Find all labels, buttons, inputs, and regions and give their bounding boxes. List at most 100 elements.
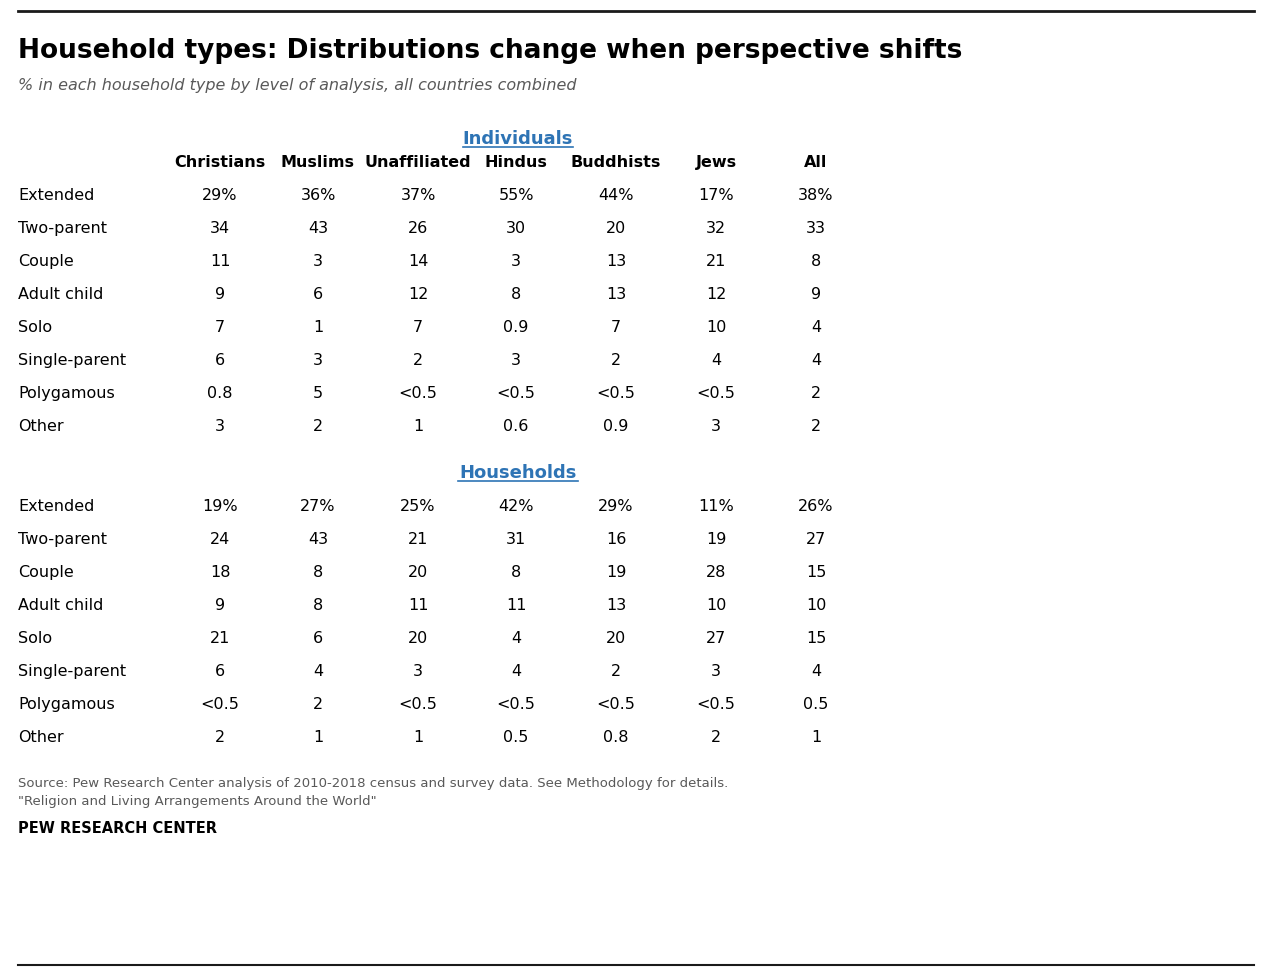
- Text: 29%: 29%: [202, 188, 238, 203]
- Text: Jews: Jews: [696, 154, 736, 170]
- Text: 18: 18: [210, 565, 230, 579]
- Text: 8: 8: [313, 565, 323, 579]
- Text: 0.8: 0.8: [603, 729, 628, 744]
- Text: <0.5: <0.5: [201, 697, 239, 711]
- Text: <0.5: <0.5: [398, 386, 438, 401]
- Text: 3: 3: [511, 353, 522, 367]
- Text: 13: 13: [605, 254, 626, 269]
- Text: Unaffiliated: Unaffiliated: [365, 154, 472, 170]
- Text: 11: 11: [408, 597, 429, 613]
- Text: 1: 1: [810, 729, 822, 744]
- Text: 44%: 44%: [598, 188, 633, 203]
- Text: 26: 26: [408, 221, 429, 235]
- Text: <0.5: <0.5: [697, 697, 735, 711]
- Text: 55%: 55%: [499, 188, 534, 203]
- Text: 3: 3: [313, 254, 323, 269]
- Text: 8: 8: [511, 565, 522, 579]
- Text: Single-parent: Single-parent: [18, 663, 126, 678]
- Text: 32: 32: [706, 221, 726, 235]
- Text: 43: 43: [308, 221, 328, 235]
- Text: <0.5: <0.5: [697, 386, 735, 401]
- Text: 0.5: 0.5: [504, 729, 529, 744]
- Text: Source: Pew Research Center analysis of 2010-2018 census and survey data. See Me: Source: Pew Research Center analysis of …: [18, 776, 729, 789]
- Text: 27: 27: [706, 630, 726, 646]
- Text: Single-parent: Single-parent: [18, 353, 126, 367]
- Text: Household types: Distributions change when perspective shifts: Household types: Distributions change wh…: [18, 38, 963, 64]
- Text: 0.9: 0.9: [504, 319, 529, 335]
- Text: 3: 3: [711, 418, 721, 434]
- Text: 30: 30: [506, 221, 527, 235]
- Text: 6: 6: [313, 286, 323, 302]
- Text: 42%: 42%: [499, 498, 534, 514]
- Text: 4: 4: [711, 353, 721, 367]
- Text: Couple: Couple: [18, 254, 74, 269]
- Text: <0.5: <0.5: [597, 697, 636, 711]
- Text: 3: 3: [711, 663, 721, 678]
- Text: 1: 1: [413, 729, 424, 744]
- Text: <0.5: <0.5: [496, 697, 536, 711]
- Text: Two-parent: Two-parent: [18, 221, 107, 235]
- Text: Buddhists: Buddhists: [571, 154, 661, 170]
- Text: 21: 21: [210, 630, 230, 646]
- Text: 2: 2: [413, 353, 424, 367]
- Text: 5: 5: [313, 386, 323, 401]
- Text: 7: 7: [215, 319, 225, 335]
- Text: 20: 20: [408, 565, 429, 579]
- Text: 10: 10: [706, 319, 726, 335]
- Text: 3: 3: [215, 418, 225, 434]
- Text: 1: 1: [413, 418, 424, 434]
- Text: 10: 10: [706, 597, 726, 613]
- Text: 27: 27: [806, 531, 826, 546]
- Text: 4: 4: [812, 663, 820, 678]
- Text: All: All: [804, 154, 828, 170]
- Text: 34: 34: [210, 221, 230, 235]
- Text: 29%: 29%: [598, 498, 633, 514]
- Text: 17%: 17%: [698, 188, 734, 203]
- Text: 8: 8: [313, 597, 323, 613]
- Text: 2: 2: [313, 697, 323, 711]
- Text: <0.5: <0.5: [496, 386, 536, 401]
- Text: Other: Other: [18, 729, 64, 744]
- Text: Adult child: Adult child: [18, 286, 103, 302]
- Text: 2: 2: [711, 729, 721, 744]
- Text: 3: 3: [413, 663, 424, 678]
- Text: 6: 6: [215, 353, 225, 367]
- Text: 0.8: 0.8: [207, 386, 233, 401]
- Text: Couple: Couple: [18, 565, 74, 579]
- Text: 2: 2: [611, 663, 621, 678]
- Text: Adult child: Adult child: [18, 597, 103, 613]
- Text: 1: 1: [313, 319, 323, 335]
- Text: 12: 12: [706, 286, 726, 302]
- Text: 31: 31: [506, 531, 527, 546]
- Text: 9: 9: [812, 286, 820, 302]
- Text: Muslims: Muslims: [281, 154, 355, 170]
- Text: 0.9: 0.9: [603, 418, 628, 434]
- Text: 2: 2: [812, 418, 820, 434]
- Text: 10: 10: [806, 597, 827, 613]
- Text: 36%: 36%: [300, 188, 336, 203]
- Text: 9: 9: [215, 286, 225, 302]
- Text: Polygamous: Polygamous: [18, 386, 114, 401]
- Text: 1: 1: [313, 729, 323, 744]
- Text: 11%: 11%: [698, 498, 734, 514]
- Text: 26%: 26%: [799, 498, 833, 514]
- Text: <0.5: <0.5: [597, 386, 636, 401]
- Text: 4: 4: [511, 663, 522, 678]
- Text: Hindus: Hindus: [485, 154, 547, 170]
- Text: 19: 19: [605, 565, 626, 579]
- Text: 7: 7: [413, 319, 424, 335]
- Text: 0.5: 0.5: [804, 697, 828, 711]
- Text: 8: 8: [511, 286, 522, 302]
- Text: 13: 13: [605, 286, 626, 302]
- Text: 33: 33: [806, 221, 826, 235]
- Text: 2: 2: [215, 729, 225, 744]
- Text: 11: 11: [210, 254, 230, 269]
- Text: 13: 13: [605, 597, 626, 613]
- Text: 43: 43: [308, 531, 328, 546]
- Text: Solo: Solo: [18, 319, 52, 335]
- Text: 4: 4: [812, 319, 820, 335]
- Text: 28: 28: [706, 565, 726, 579]
- Text: 2: 2: [313, 418, 323, 434]
- Text: Extended: Extended: [18, 188, 94, 203]
- Text: 20: 20: [605, 221, 626, 235]
